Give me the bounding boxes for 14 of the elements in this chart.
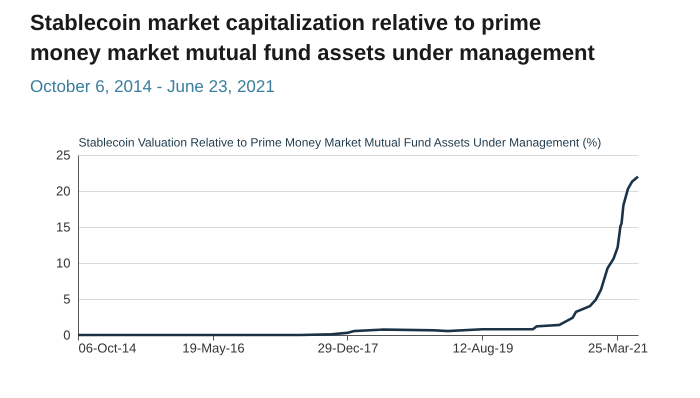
y-tick-label: 5 (63, 292, 70, 306)
x-tick-label: 06-Oct-14 (78, 340, 136, 356)
x-tick-label: 19-May-16 (182, 340, 245, 356)
y-tick-label: 25 (56, 148, 70, 162)
y-tick-label: 0 (63, 328, 70, 342)
y-tick-label: 15 (56, 220, 70, 234)
chart-title: Stablecoin market capitalization relative to prime money market mutual fund assets under management (30, 10, 596, 65)
chart-subtitle: October 6, 2014 - June 23, 2021 (30, 77, 275, 96)
x-tick-label: 12-Aug-19 (452, 340, 514, 356)
x-tick-label: 29-Dec-17 (318, 340, 378, 356)
y-tick-label: 20 (56, 184, 70, 198)
y-axis-title: Stablecoin Valuation Relative to Prime Money Market Mutual Fund Assets Under Management (%) (78, 136, 602, 150)
x-tick-label: 25-Mar-21 (588, 340, 648, 356)
y-tick-label: 10 (56, 256, 70, 270)
